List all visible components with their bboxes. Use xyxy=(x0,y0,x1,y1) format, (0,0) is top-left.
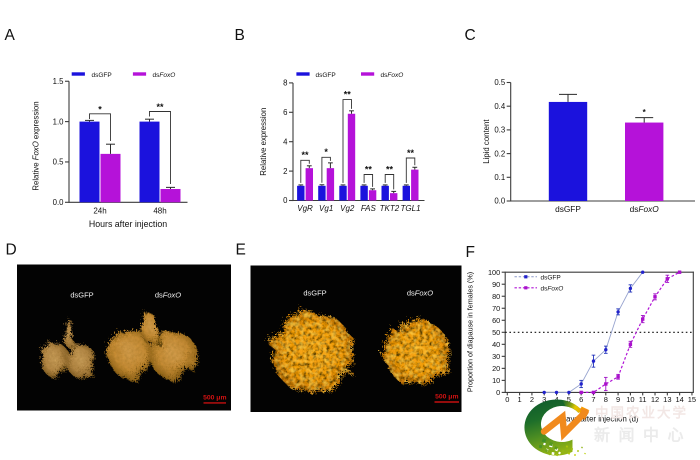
svg-text:dsFoxO: dsFoxO xyxy=(153,72,176,79)
svg-text:dsFoxO: dsFoxO xyxy=(541,285,564,292)
svg-text:TGL1: TGL1 xyxy=(401,204,421,213)
svg-text:dsGFP: dsGFP xyxy=(555,204,581,214)
svg-text:F: F xyxy=(466,244,475,261)
svg-text:D: D xyxy=(6,242,17,259)
svg-text:Lipid content: Lipid content xyxy=(482,119,491,164)
svg-text:VgR: VgR xyxy=(297,204,313,213)
svg-text:0.0: 0.0 xyxy=(53,198,65,207)
svg-text:14: 14 xyxy=(675,395,683,404)
svg-text:8: 8 xyxy=(283,79,287,88)
svg-text:13: 13 xyxy=(663,395,671,404)
svg-text:dsFoxO: dsFoxO xyxy=(155,291,181,300)
svg-text:**: ** xyxy=(156,102,164,112)
svg-text:6: 6 xyxy=(579,395,583,404)
svg-text:15: 15 xyxy=(688,395,696,404)
svg-text:50: 50 xyxy=(492,328,500,337)
svg-text:0.0: 0.0 xyxy=(494,197,506,206)
svg-text:12: 12 xyxy=(651,395,659,404)
svg-text:dsGFP: dsGFP xyxy=(70,291,93,300)
svg-text:中国农业大学: 中国农业大学 xyxy=(595,405,688,421)
svg-text:0.5: 0.5 xyxy=(494,78,506,87)
svg-text:7: 7 xyxy=(591,395,595,404)
svg-text:8: 8 xyxy=(604,395,608,404)
svg-text:**: ** xyxy=(407,148,415,158)
svg-text:dsGFP: dsGFP xyxy=(316,72,336,79)
svg-text:10: 10 xyxy=(492,376,500,385)
svg-text:dsGFP: dsGFP xyxy=(303,289,326,298)
svg-text:*: * xyxy=(324,147,328,157)
svg-text:70: 70 xyxy=(492,304,500,313)
svg-text:1.5: 1.5 xyxy=(53,77,65,86)
svg-text:2: 2 xyxy=(530,395,534,404)
svg-text:48h: 48h xyxy=(153,207,166,216)
svg-text:**: ** xyxy=(386,164,394,174)
svg-text:80: 80 xyxy=(492,292,500,301)
svg-text:dsFoxO: dsFoxO xyxy=(381,72,404,79)
svg-text:0: 0 xyxy=(283,196,288,205)
svg-text:500 μm: 500 μm xyxy=(435,394,458,401)
svg-text:Relative expression: Relative expression xyxy=(259,108,268,176)
svg-text:**: ** xyxy=(365,164,373,174)
svg-text:0.4: 0.4 xyxy=(494,102,506,111)
svg-text:100: 100 xyxy=(488,268,500,277)
svg-text:Days after injection (d): Days after injection (d) xyxy=(561,415,639,424)
svg-text:0.1: 0.1 xyxy=(494,173,505,182)
svg-text:FAS: FAS xyxy=(361,204,377,213)
svg-text:4: 4 xyxy=(554,395,558,404)
svg-text:2: 2 xyxy=(283,167,287,176)
svg-text:500 μm: 500 μm xyxy=(203,394,226,401)
svg-text:20: 20 xyxy=(492,364,500,373)
svg-text:Relative FoxO expression: Relative FoxO expression xyxy=(32,101,41,190)
svg-text:6: 6 xyxy=(283,108,287,117)
svg-text:40: 40 xyxy=(492,340,500,349)
svg-text:TKT2: TKT2 xyxy=(380,204,400,213)
svg-text:11: 11 xyxy=(639,395,647,404)
svg-text:0.2: 0.2 xyxy=(494,149,505,158)
svg-text:3: 3 xyxy=(542,395,546,404)
svg-text:0: 0 xyxy=(496,388,500,397)
svg-text:0: 0 xyxy=(505,395,509,404)
svg-text:Vg2: Vg2 xyxy=(340,204,355,213)
svg-text:dsGFP: dsGFP xyxy=(92,72,112,79)
svg-text:A: A xyxy=(5,27,16,44)
svg-text:Vg1: Vg1 xyxy=(319,204,333,213)
svg-text:5: 5 xyxy=(567,395,571,404)
svg-text:新闻中心: 新闻中心 xyxy=(594,426,692,445)
svg-text:30: 30 xyxy=(492,352,500,361)
svg-text:Proportion of diapause in fema: Proportion of diapause in females (%) xyxy=(466,272,475,392)
svg-text:B: B xyxy=(235,27,245,44)
svg-text:90: 90 xyxy=(492,280,500,289)
svg-text:**: ** xyxy=(302,150,310,160)
svg-text:60: 60 xyxy=(492,316,500,325)
svg-text:9: 9 xyxy=(616,395,620,404)
svg-text:C: C xyxy=(465,27,476,44)
svg-text:10: 10 xyxy=(626,395,634,404)
svg-text:dsGFP: dsGFP xyxy=(541,274,561,281)
svg-text:dsFoxO: dsFoxO xyxy=(407,289,433,298)
svg-text:*: * xyxy=(98,105,102,115)
svg-text:0.3: 0.3 xyxy=(494,126,505,135)
svg-text:1.0: 1.0 xyxy=(53,117,65,126)
svg-text:Hours after injection: Hours after injection xyxy=(89,219,167,229)
svg-text:dsFoxO: dsFoxO xyxy=(630,204,660,214)
svg-text:24h: 24h xyxy=(93,207,106,216)
svg-text:0.5: 0.5 xyxy=(53,158,65,167)
svg-text:E: E xyxy=(236,242,246,259)
svg-text:*: * xyxy=(643,108,647,117)
svg-text:4: 4 xyxy=(283,137,288,146)
svg-text:1: 1 xyxy=(518,395,522,404)
svg-text:**: ** xyxy=(344,89,352,99)
